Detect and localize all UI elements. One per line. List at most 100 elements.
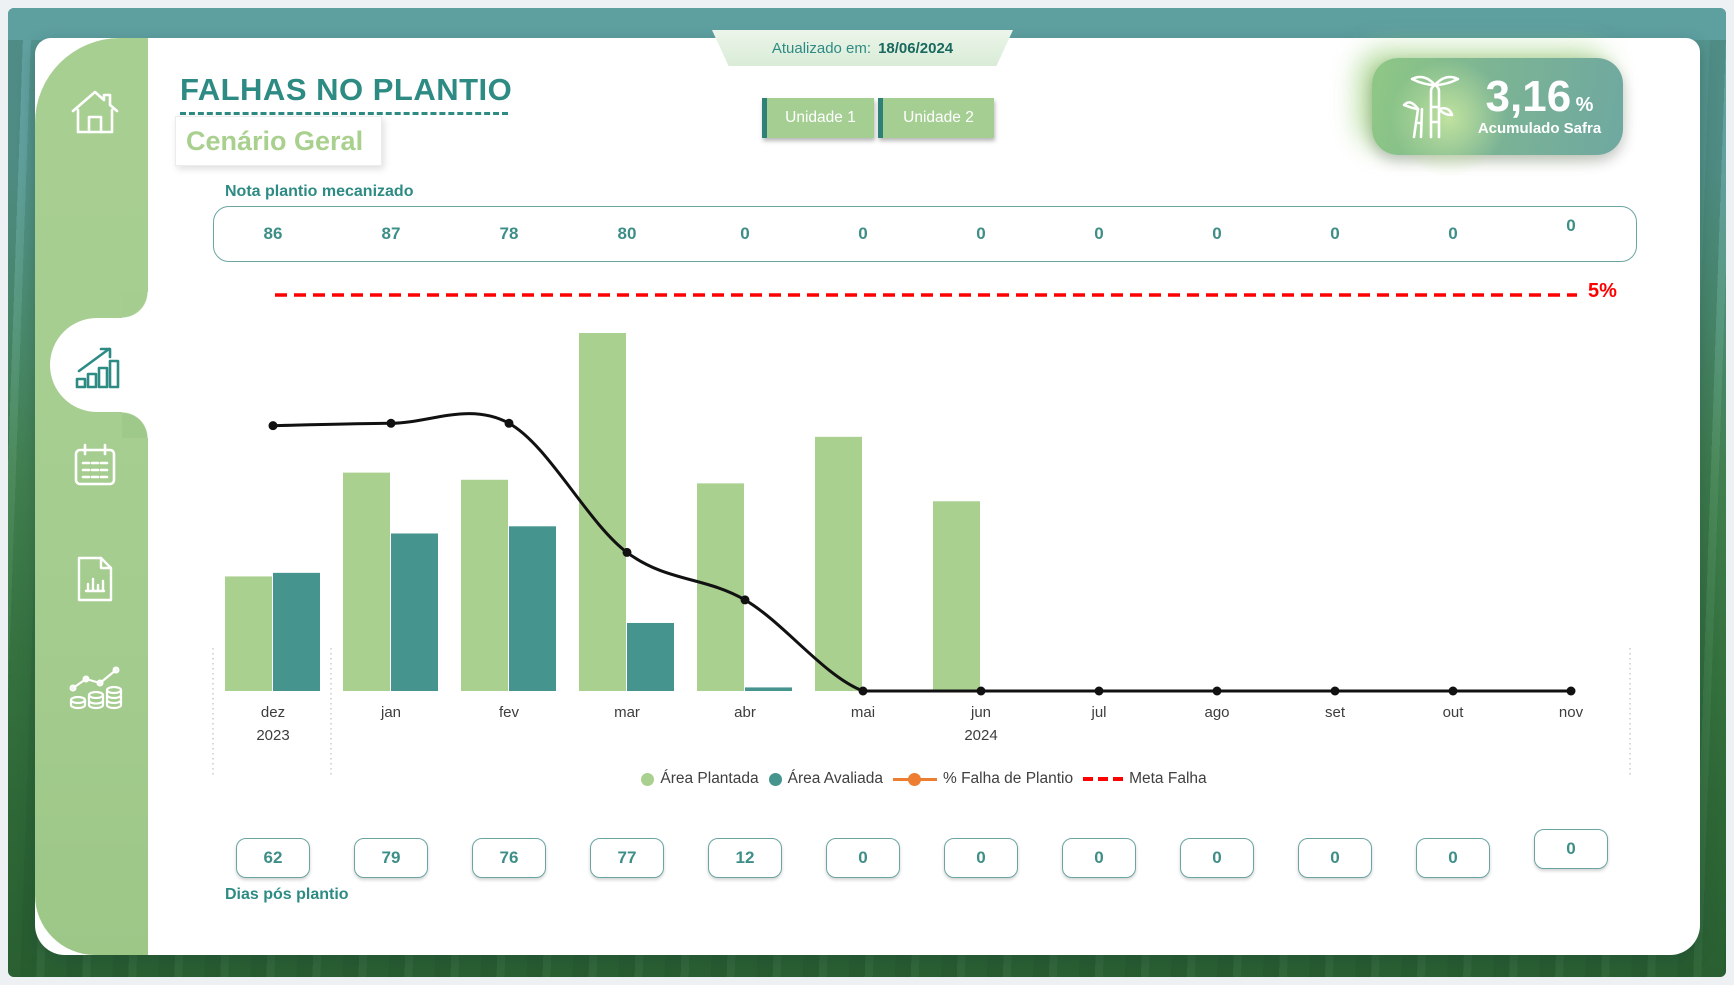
- main-card: [35, 38, 1700, 955]
- legend-label: % Falha de Plantio: [942, 770, 1074, 787]
- sidebar: [35, 38, 148, 955]
- sidebar-item-finance[interactable]: [67, 662, 123, 712]
- x-axis-label: ago: [1204, 704, 1229, 721]
- kpi-unit: %: [1575, 94, 1594, 116]
- updated-label: Atualizado em:: [771, 39, 872, 57]
- x-axis-label: fev: [499, 704, 520, 721]
- falha-line-marker: [622, 547, 632, 557]
- legend-label: Área Avaliada: [787, 770, 883, 787]
- falha-line-marker: [976, 686, 986, 696]
- legend-line-dot-icon: [892, 772, 937, 786]
- legend-dot-icon: [768, 772, 782, 786]
- nota-plantio-value: 0: [1448, 224, 1458, 243]
- bar-plantada: [343, 472, 390, 691]
- x-axis-label: dez: [261, 704, 285, 721]
- nota-plantio-value: 0: [1566, 216, 1576, 235]
- falha-line-marker: [386, 418, 396, 428]
- bar-plantada: [579, 333, 626, 691]
- sidebar-active-indicator: [50, 318, 148, 412]
- home-icon: [71, 90, 119, 134]
- sidebar-item-charts[interactable]: [73, 341, 121, 389]
- bar-avaliada: [509, 526, 556, 691]
- dias-pos-plantio-value: 0: [1416, 838, 1490, 878]
- page-title: FALHAS NO PLANTIO: [180, 72, 513, 107]
- x-axis-label: mar: [614, 704, 640, 721]
- dias-pos-plantio-value: 0: [944, 838, 1018, 878]
- legend-item: % Falha de Plantio: [892, 770, 1074, 788]
- nota-plantio-value: 0: [1094, 224, 1104, 243]
- x-axis-label: mai: [851, 704, 875, 721]
- nota-plantio-value: 78: [499, 224, 519, 243]
- x-axis-label: set: [1325, 704, 1346, 721]
- falhas-chart[interactable]: dez jan fev mar abr mai jun jul ago set out nov 2023…: [205, 270, 1645, 780]
- sidebar-item-calendar[interactable]: [71, 441, 119, 489]
- subtitle-box: Cenário Geral: [175, 116, 382, 166]
- bar-plantada: [815, 436, 862, 691]
- calendar-icon: [74, 443, 116, 486]
- dias-pos-plantio-value: 79: [354, 838, 428, 878]
- finance-icon: [69, 666, 123, 710]
- page-subtitle: Cenário Geral: [186, 125, 364, 156]
- bar-avaliada: [273, 572, 320, 691]
- bar-avaliada: [745, 687, 792, 691]
- bar-plantada: [461, 479, 508, 691]
- bar-chart-icon: [75, 347, 120, 389]
- legend-item: Área Avaliada: [768, 770, 883, 788]
- x-axis-label: jan: [380, 704, 401, 721]
- x-axis-year-label: 2023: [256, 727, 289, 744]
- nota-plantio-value: 0: [976, 224, 986, 243]
- updated-date: 18/06/2024: [878, 39, 954, 57]
- dias-pos-plantio-value: 77: [590, 838, 664, 878]
- bar-plantada: [933, 501, 980, 691]
- dias-pos-plantio-value: 76: [472, 838, 546, 878]
- dias-pos-plantio-value: 62: [236, 838, 310, 878]
- nota-plantio-label: Nota plantio mecanizado: [225, 183, 414, 200]
- sidebar-item-report[interactable]: [73, 554, 117, 604]
- falha-line-marker: [1212, 686, 1222, 696]
- meta-falha-label: 5%: [1588, 280, 1617, 302]
- nota-plantio-value: 0: [858, 224, 868, 243]
- nota-plantio-box: [213, 206, 1637, 262]
- dias-pos-plantio-value: 0: [1062, 838, 1136, 878]
- chart-legend: Área Plantada Área Avaliada % Falha de Pla…: [148, 770, 1700, 788]
- legend-item: Meta Falha: [1083, 770, 1207, 788]
- nota-plantio-value: 86: [263, 224, 283, 243]
- legend-label: Meta Falha: [1129, 770, 1207, 787]
- legend-dashes-icon: [1083, 777, 1124, 781]
- falha-line-marker: [1094, 686, 1104, 696]
- nota-plantio-value: 87: [381, 224, 401, 243]
- unidade-2-button[interactable]: Unidade 2: [878, 98, 994, 138]
- unidade-1-button[interactable]: Unidade 1: [762, 98, 874, 138]
- dias-pos-plantio-value: 0: [1180, 838, 1254, 878]
- x-axis-label: nov: [1559, 704, 1584, 721]
- x-axis-label: jun: [970, 704, 991, 721]
- nota-plantio-value: 0: [1330, 224, 1340, 243]
- kpi-glow: [1390, 58, 1508, 177]
- bar-avaliada: [391, 533, 438, 691]
- sidebar-item-home[interactable]: [67, 84, 123, 136]
- kpi-value: 3,16: [1485, 72, 1572, 121]
- sidebar-flare-bottom: [122, 412, 148, 438]
- nota-plantio-values: 86 87 78 80 0 0 0 0 0 0 0 0: [205, 206, 1645, 262]
- sugarcane-icon: [1402, 75, 1460, 138]
- falha-line-marker: [1330, 686, 1340, 696]
- nota-plantio-value: 0: [740, 224, 750, 243]
- x-axis-label: abr: [734, 704, 756, 721]
- falha-line-marker: [1566, 686, 1576, 696]
- nota-plantio-value: 80: [617, 224, 637, 243]
- dias-pos-plantio-value: 0: [826, 838, 900, 878]
- title-underline: [180, 112, 508, 115]
- updated-badge: Atualizado em: 18/06/2024: [712, 30, 1013, 66]
- dias-pos-plantio-boxes: 62 79 76 77 12 0 0 0 0 0 0 0: [205, 829, 1645, 888]
- kpi-label: Acumulado Safra: [1477, 120, 1602, 137]
- x-axis-label: jul: [1090, 704, 1106, 721]
- legend-item: Área Plantada: [641, 770, 759, 788]
- dias-pos-plantio-value: 0: [1298, 838, 1372, 878]
- kpi-card: 3,16 % Acumulado Safra: [1372, 58, 1623, 177]
- x-axis-year-label: 2024: [964, 727, 997, 744]
- x-axis-label: out: [1443, 704, 1465, 721]
- legend-label: Área Plantada: [660, 770, 759, 787]
- falha-line-marker: [504, 418, 514, 428]
- falha-line-marker: [740, 595, 750, 605]
